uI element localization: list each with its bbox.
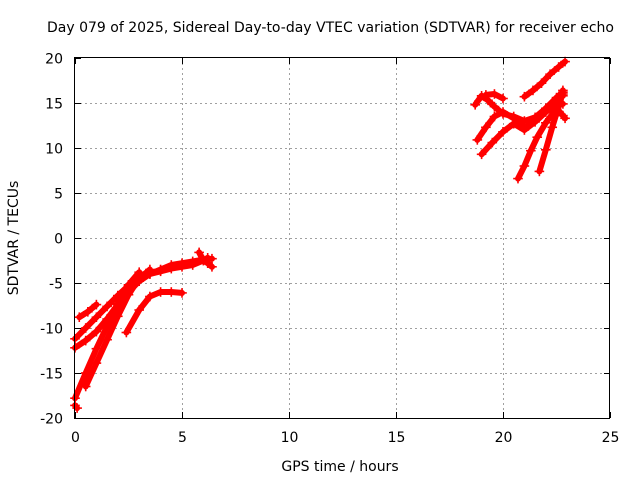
data-point (481, 90, 491, 100)
y-tick-label: 10 (45, 142, 63, 158)
data-point (553, 62, 564, 72)
data-point (155, 266, 166, 277)
data-point (489, 89, 500, 99)
data-point (123, 289, 134, 300)
data-point (177, 288, 187, 298)
data-point (530, 117, 540, 127)
data-series (70, 56, 570, 413)
data-point (80, 323, 91, 333)
data-point (74, 312, 85, 323)
data-point (134, 270, 144, 281)
data-point (526, 145, 536, 156)
data-point (145, 269, 155, 279)
series-trace (196, 249, 215, 270)
y-tick-label: 15 (45, 97, 63, 113)
data-point (558, 85, 568, 96)
y-tick-label: -20 (40, 412, 63, 428)
tick-labels: 0 5 10 15 20 25 -20 -15 -10 -5 0 5 10 15 20 (40, 52, 619, 447)
data-point (102, 301, 112, 312)
x-tick-label: 0 (71, 430, 80, 446)
x-tick-label: 20 (495, 430, 513, 446)
data-point (91, 358, 102, 368)
grid (75, 58, 610, 418)
data-point (91, 312, 102, 323)
y-tick-label: -10 (40, 322, 63, 338)
data-point (102, 334, 112, 345)
data-point (91, 326, 102, 337)
data-point (145, 291, 155, 302)
data-point (166, 263, 177, 274)
x-tick-label: 15 (388, 430, 406, 446)
data-point (489, 111, 500, 122)
data-point (540, 107, 551, 117)
data-point (476, 149, 487, 160)
y-tick-label: -5 (49, 277, 63, 293)
y-tick-label: -15 (40, 367, 63, 383)
data-point (489, 101, 500, 112)
data-point (532, 132, 543, 142)
data-point (177, 261, 187, 272)
data-point (113, 298, 123, 309)
y-tick-label: 5 (54, 187, 63, 203)
data-point (508, 118, 519, 129)
data-point (540, 145, 551, 155)
data-point (470, 100, 480, 110)
data-point (547, 122, 558, 133)
data-point (155, 287, 166, 297)
data-point (513, 173, 523, 184)
data-point (123, 279, 134, 290)
data-point (80, 381, 91, 392)
data-point (481, 122, 491, 133)
data-point (519, 125, 530, 135)
y-tick-label: 0 (54, 232, 63, 248)
x-tick-label: 5 (178, 430, 187, 446)
data-point (91, 343, 102, 354)
data-point (187, 260, 198, 270)
axis-ticks (75, 58, 611, 419)
data-point (549, 100, 560, 111)
data-point (560, 113, 570, 124)
data-point (540, 118, 551, 128)
chart-title: Day 079 of 2025, Sidereal Day-to-day VTE… (47, 20, 614, 36)
data-point (202, 258, 213, 269)
y-axis-title: SDTVAR / TECUs (6, 181, 22, 296)
data-point (91, 299, 102, 310)
series-trace (521, 58, 569, 100)
series-16 (481, 89, 508, 104)
data-point (113, 311, 123, 322)
data-point (528, 85, 538, 96)
data-point (560, 56, 570, 67)
data-point (519, 161, 530, 171)
data-point (83, 306, 93, 317)
data-point (166, 287, 177, 297)
data-point (545, 69, 555, 79)
data-point (498, 107, 508, 117)
x-axis-title: GPS time / hours (281, 459, 398, 475)
x-tick-label: 10 (281, 430, 299, 446)
series-3 (70, 267, 144, 404)
y-tick-label: 20 (45, 52, 63, 68)
data-point (207, 261, 217, 272)
series-5 (74, 299, 102, 323)
data-point (194, 247, 204, 258)
data-point (80, 335, 91, 346)
data-point (121, 327, 132, 338)
series-6 (121, 287, 187, 338)
data-point (498, 127, 508, 137)
data-point (536, 78, 547, 88)
series-15 (519, 56, 570, 102)
data-point (102, 321, 112, 332)
data-point (498, 93, 508, 104)
x-tick-label: 25 (602, 430, 620, 446)
series-17 (549, 100, 570, 124)
data-point (472, 135, 483, 145)
data-point (534, 166, 545, 177)
data-point (134, 305, 144, 315)
data-point (519, 91, 530, 102)
series-8 (194, 247, 217, 272)
data-point (487, 137, 498, 148)
data-point (80, 368, 91, 378)
